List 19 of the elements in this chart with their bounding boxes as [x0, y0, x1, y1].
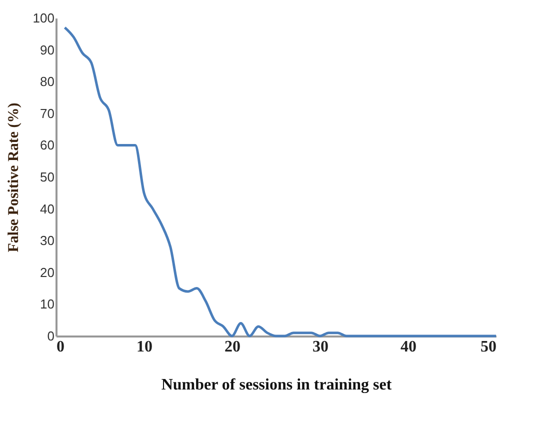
- y-tick-label: 20: [40, 264, 54, 280]
- y-tick-label: 90: [40, 42, 54, 58]
- y-tick-label: 50: [40, 170, 54, 184]
- x-tick-label: 50: [480, 338, 496, 356]
- x-tick-label: 30: [312, 338, 328, 356]
- y-axis-title: False Positive Rate (%): [6, 102, 22, 252]
- y-tick-label: 100: [32, 10, 54, 26]
- x-tick-label: 20: [224, 338, 240, 356]
- line-series: [64, 26, 498, 338]
- y-tick-label: 70: [40, 106, 54, 121]
- y-tick-label: 0: [47, 328, 54, 344]
- y-tick-label: 30: [40, 233, 54, 248]
- y-tick-label: 40: [40, 201, 54, 216]
- y-tick-label: 80: [40, 74, 54, 90]
- x-axis-title: Number of sessions in training set: [161, 376, 392, 394]
- x-tick-label: 40: [400, 338, 416, 356]
- y-tick-label: 10: [40, 296, 54, 312]
- y-tick-label: 60: [40, 138, 54, 153]
- x-tick-label: 10: [136, 338, 152, 356]
